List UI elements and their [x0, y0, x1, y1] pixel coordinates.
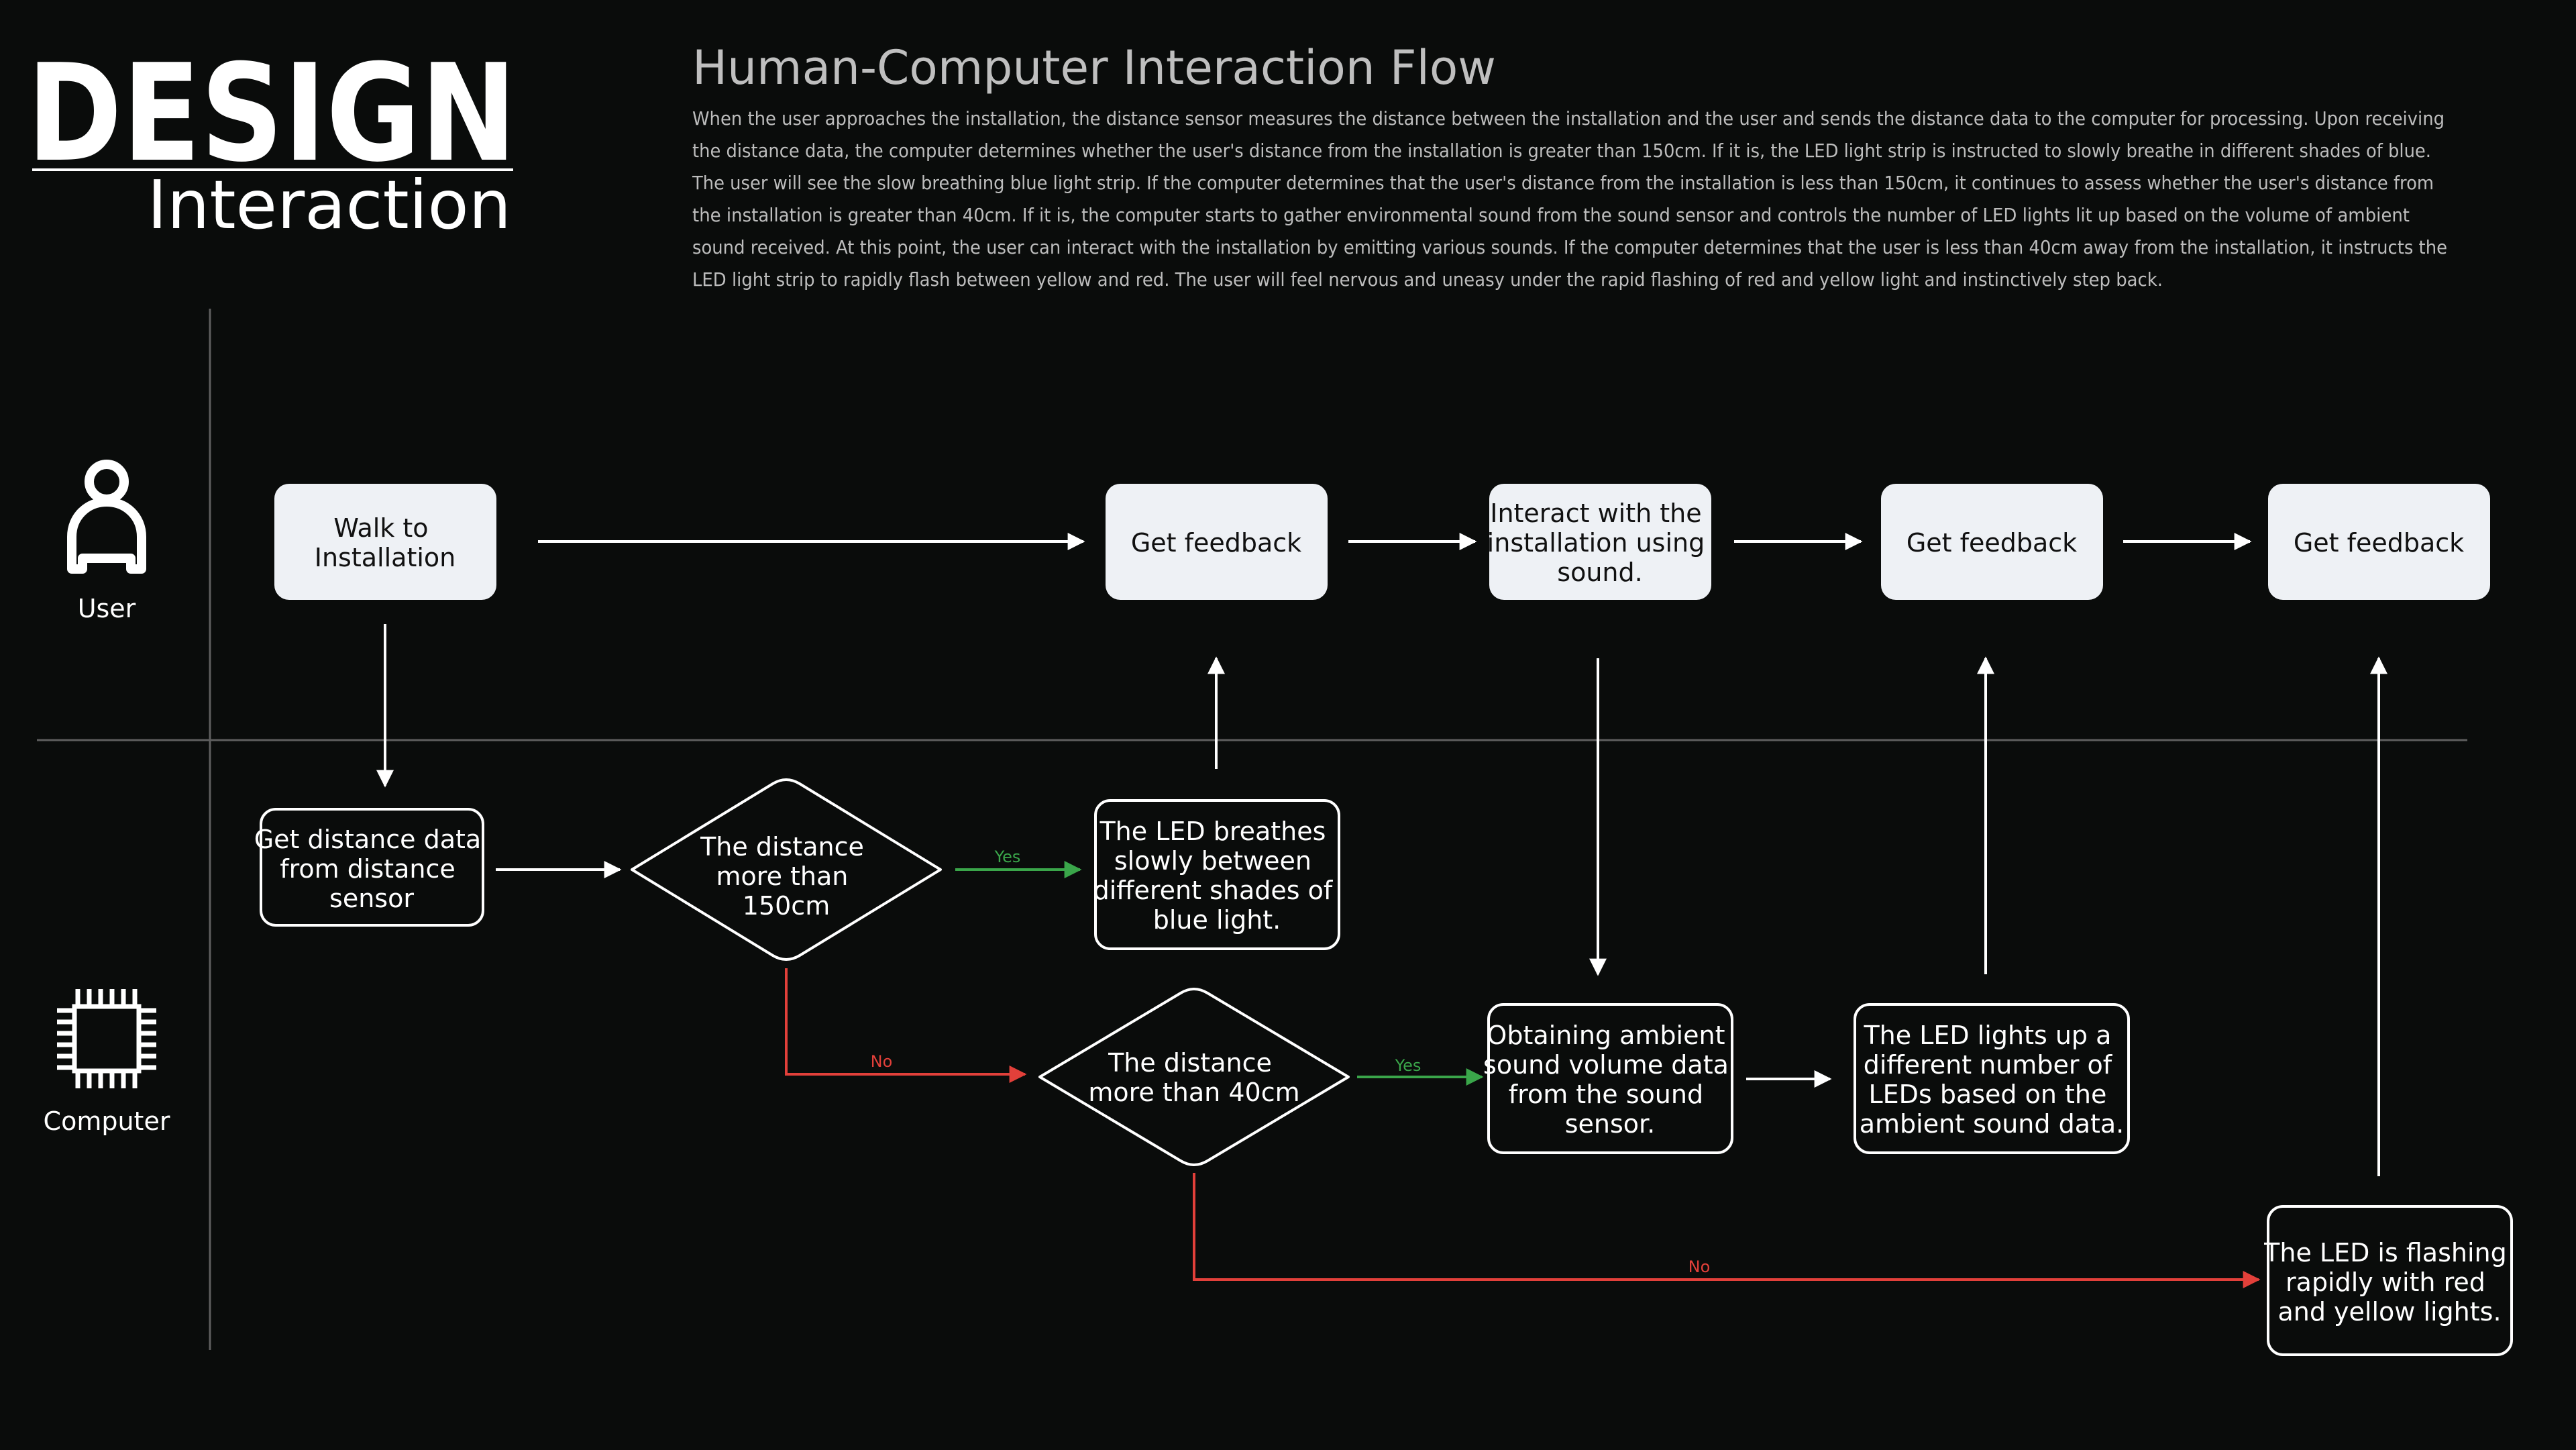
- decision-text: The distance more than 40cm: [1088, 1048, 1299, 1107]
- node-led-lights-up: The LED lights up a different number of …: [1854, 1003, 2130, 1154]
- edge-d40-no-to-flash: [1193, 1173, 2261, 1288]
- node-get-feedback-3: Get feedback: [2268, 484, 2490, 600]
- node-get-feedback-2: Get feedback: [1881, 484, 2103, 600]
- interaction-subheading: Interaction: [147, 166, 511, 244]
- edge-label-no-150: No: [871, 1052, 893, 1071]
- node-walk-to-installation: Walk to Installation: [274, 484, 496, 600]
- node-get-feedback-1: Get feedback: [1106, 484, 1328, 600]
- description-line: sound received. At this point, the user …: [692, 237, 2447, 258]
- node-text: Interact with the installation using sou…: [1487, 499, 1713, 587]
- edges: [376, 533, 2387, 1288]
- node-led-breathes: The LED breathes slowly between differen…: [1093, 799, 1341, 950]
- node-text: The LED is flashing rapidly with red and…: [2263, 1238, 2515, 1327]
- node-obtaining-ambient-sound: Obtaining ambient sound volume data from…: [1483, 1003, 1737, 1154]
- page-title: Human-Computer Interaction Flow: [692, 40, 1496, 95]
- node-get-distance-data: Get distance data from distance sensor: [254, 808, 490, 927]
- description-line: the installation is greater than 40cm. I…: [692, 205, 2410, 226]
- chip-icon: [57, 989, 156, 1088]
- node-text: Get feedback: [1131, 528, 1301, 558]
- edge-d150-no-to-d40: [785, 968, 1027, 1083]
- description-line: LED light strip to rapidly flash between…: [692, 269, 2163, 291]
- design-heading: DESIGN: [27, 36, 517, 192]
- node-text: The LED lights up a different number of …: [1860, 1021, 2125, 1139]
- decision-distance-150: The distance more than 150cm: [631, 778, 942, 961]
- node-interact-with-sound: Interact with the installation using sou…: [1487, 484, 1713, 600]
- description-line: When the user approaches the installatio…: [692, 108, 2445, 130]
- node-text: Get feedback: [2294, 528, 2464, 558]
- node-text: Get distance data from distance sensor: [254, 825, 490, 913]
- chip-pins: [57, 989, 156, 1088]
- description-line: The user will see the slow breathing blu…: [692, 172, 2434, 194]
- edge-label-no-40: No: [1688, 1257, 1711, 1276]
- edge-label-yes-150: Yes: [994, 847, 1021, 866]
- node-led-flashing: The LED is flashing rapidly with red and…: [2263, 1205, 2515, 1356]
- description-line: the distance data, the computer determin…: [692, 140, 2431, 162]
- description-paragraph: When the user approaches the installatio…: [692, 108, 2447, 291]
- decision-distance-40: The distance more than 40cm: [1038, 988, 1350, 1166]
- edge-label-yes-40: Yes: [1395, 1056, 1421, 1075]
- lane-label-user: User: [78, 594, 136, 623]
- lane-label-computer: Computer: [44, 1106, 170, 1136]
- node-text: Obtaining ambient sound volume data from…: [1483, 1021, 1737, 1139]
- decision-text: The distance more than 150cm: [700, 832, 872, 921]
- user-icon: [67, 460, 146, 574]
- node-text: Walk to Installation: [315, 513, 455, 572]
- node-text: The LED breathes slowly between differen…: [1093, 817, 1341, 935]
- node-text: Get feedback: [1907, 528, 2077, 558]
